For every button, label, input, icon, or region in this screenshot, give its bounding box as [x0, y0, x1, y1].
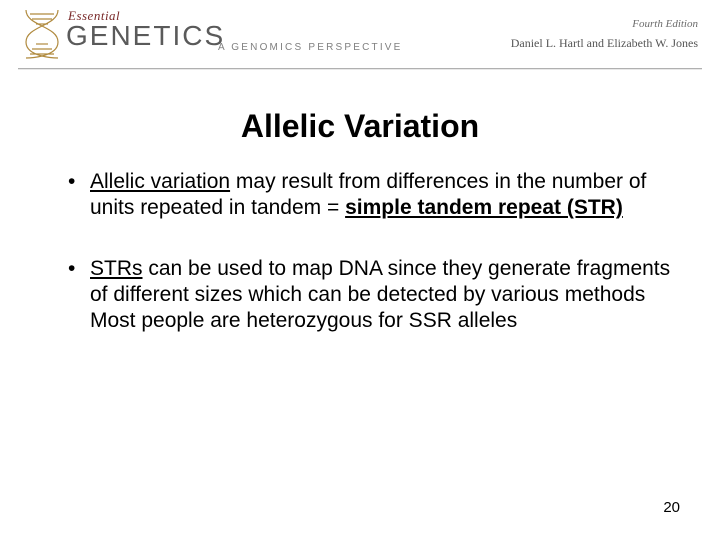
logo-text: Essential GENETICS: [66, 8, 225, 52]
dna-helix-icon: [20, 8, 64, 60]
bullet-text-underline-bold: simple tandem repeat (STR): [345, 196, 623, 219]
brand-subtitle: A GENOMICS PERSPECTIVE: [218, 42, 403, 53]
bullet-text-underline: STRs: [90, 257, 143, 280]
bullet-text-post: Most people are heterozygous for SSR all…: [90, 309, 517, 332]
edition-label: Fourth Edition: [632, 18, 698, 30]
bullet-text-mid: can be used to map DNA since they genera…: [90, 257, 670, 306]
header-divider: [18, 68, 702, 70]
slide-header: Essential GENETICS A GENOMICS PERSPECTIV…: [0, 0, 720, 78]
slide-title: Allelic Variation: [40, 108, 680, 145]
page-number: 20: [663, 499, 680, 516]
authors-label: Daniel L. Hartl and Elizabeth W. Jones: [511, 36, 698, 51]
bullet-item: Allelic variation may result from differ…: [68, 169, 680, 222]
bullet-list: Allelic variation may result from differ…: [40, 169, 680, 334]
slide-content: Allelic Variation Allelic variation may …: [0, 78, 720, 334]
bullet-item: STRs can be used to map DNA since they g…: [68, 256, 680, 335]
bullet-text-underline: Allelic variation: [90, 170, 230, 193]
brand-name: GENETICS: [66, 20, 225, 52]
